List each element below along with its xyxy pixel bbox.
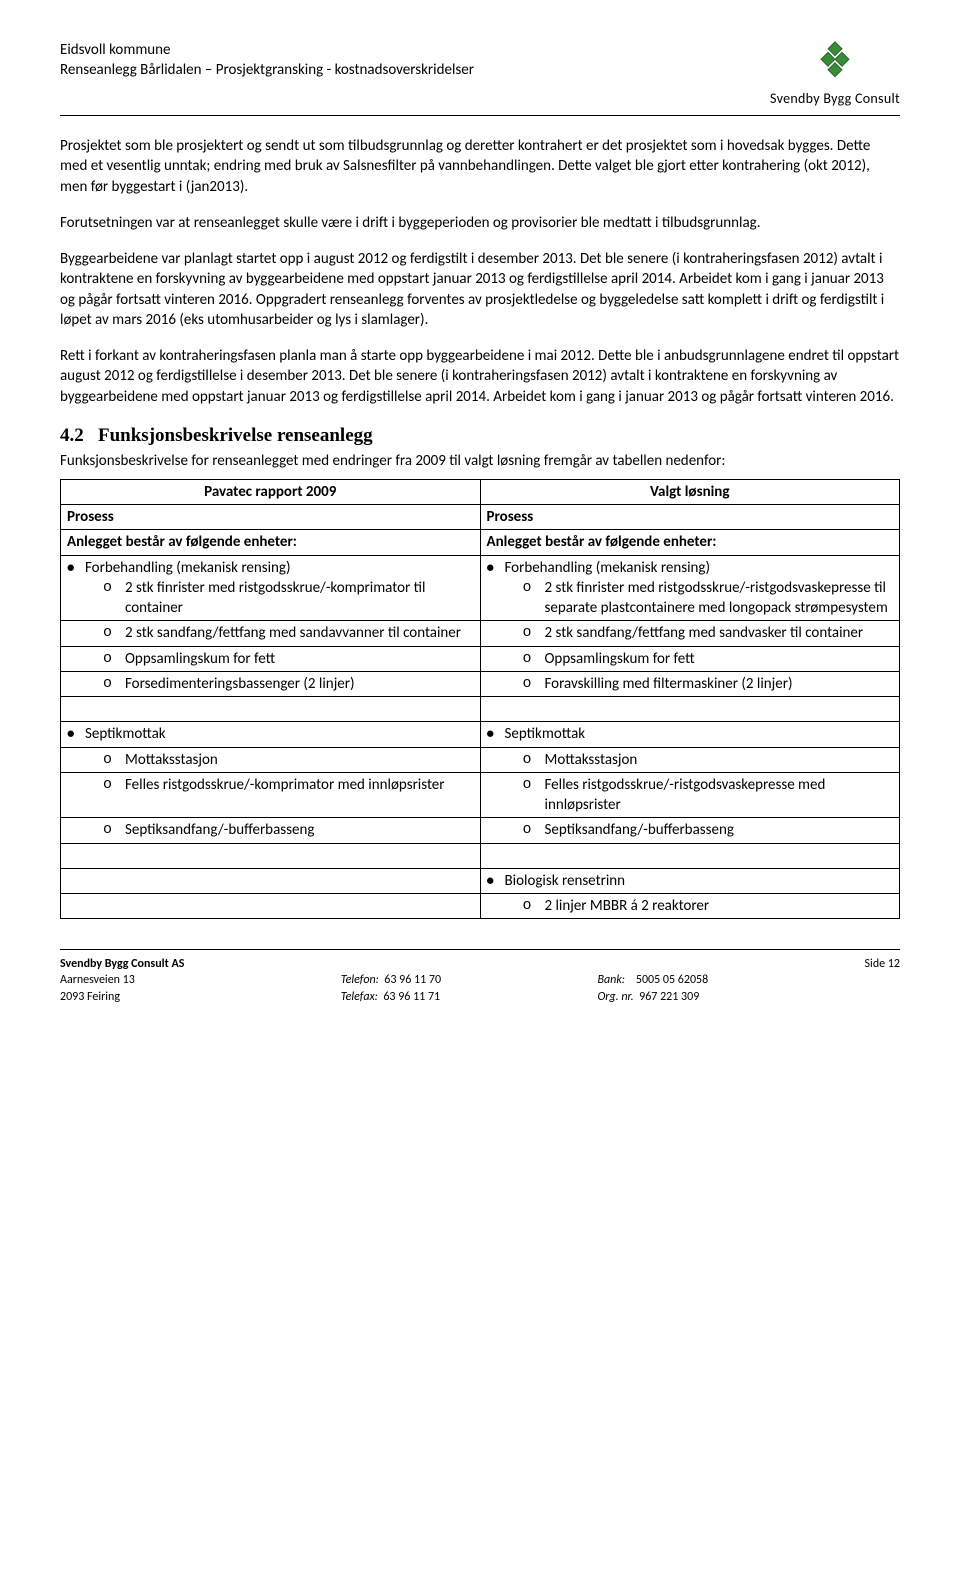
header-line1: Eidsvoll kommune xyxy=(60,40,770,60)
cell-r2: o2 stk sandfang/fettfang med sandvasker … xyxy=(480,621,900,646)
cell-s3-right: oSeptiksandfang/-bufferbasseng xyxy=(480,818,900,843)
section-title: Funksjonsbeskrivelse renseanlegg xyxy=(98,425,373,446)
sub-l1: o2 stk finrister med ristgodsskrue/-komp… xyxy=(103,578,474,619)
page-header: Eidsvoll kommune Renseanlegg Bårlidalen … xyxy=(60,40,900,116)
cell-bio-left xyxy=(61,868,481,893)
header-line2: Renseanlegg Bårlidalen – Prosjektgranski… xyxy=(60,60,770,80)
cell-s1-right: oMottaksstasjon xyxy=(480,747,900,772)
cell-s3-left: oSeptiksandfang/-bufferbasseng xyxy=(61,818,481,843)
cell-empty2-right xyxy=(480,843,900,868)
brand-name: Svendby Bygg Consult xyxy=(770,90,900,109)
table-header-left: Pavatec rapport 2009 xyxy=(61,479,481,504)
cell-s1-left: oMottaksstasjon xyxy=(61,747,481,772)
comparison-table: Pavatec rapport 2009 Valgt løsning Prose… xyxy=(60,479,900,920)
bullet-septik-right: Septikmottak xyxy=(505,724,894,744)
footer-company: Svendby Bygg Consult AS xyxy=(60,956,184,972)
section-number: 4.2 xyxy=(60,425,84,446)
bullet-septik-left: Septikmottak xyxy=(85,724,474,744)
cell-forbeh-right: Forbehandling (mekanisk rensing) o2 stk … xyxy=(480,555,900,621)
footer-bank: Bank: 5005 05 62058 xyxy=(597,972,708,988)
cell-b1-left xyxy=(61,894,481,919)
cell-prosess-left: Prosess xyxy=(61,505,481,530)
cell-forbeh-left: Forbehandling (mekanisk rensing) o2 stk … xyxy=(61,555,481,621)
sub-r1: o2 stk finrister med ristgodsskrue/-rist… xyxy=(523,578,894,619)
cell-septik-right: Septikmottak xyxy=(480,722,900,747)
paragraph-4: Rett i forkant av kontraheringsfasen pla… xyxy=(60,346,900,407)
paragraph-1: Prosjektet som ble prosjektert og sendt … xyxy=(60,136,900,197)
table-header-right: Valgt løsning xyxy=(480,479,900,504)
cell-l3: oOppsamlingskum for fett xyxy=(61,646,481,671)
section-intro: Funksjonsbeskrivelse for renseanlegget m… xyxy=(60,451,900,471)
paragraph-3: Byggearbeidene var planlagt startet opp … xyxy=(60,249,900,330)
cell-enheter-left: Anlegget består av følgende enheter: xyxy=(61,530,481,555)
footer-col-page: Side 12 xyxy=(865,956,900,1005)
footer-fax: Telefax: 63 96 11 71 xyxy=(341,989,441,1005)
paragraph-2: Forutsetningen var at renseanlegget skul… xyxy=(60,213,900,233)
brand-logo-icon xyxy=(814,40,856,88)
header-text: Eidsvoll kommune Renseanlegg Bårlidalen … xyxy=(60,40,770,81)
footer-page: Side 12 xyxy=(865,956,900,972)
bullet-forbeh-left: Forbehandling (mekanisk rensing) xyxy=(85,558,474,578)
footer-org: Org. nr. 967 221 309 xyxy=(597,989,708,1005)
footer-col-bank: Bank: 5005 05 62058 Org. nr. 967 221 309 xyxy=(597,956,708,1005)
footer-tel: Telefon: 63 96 11 70 xyxy=(341,972,441,988)
cell-empty-left xyxy=(61,697,481,722)
section-heading: 4.2 Funksjonsbeskrivelse renseanlegg xyxy=(60,423,900,449)
cell-l4: oForsedimenteringsbassenger (2 linjer) xyxy=(61,671,481,696)
cell-septik-left: Septikmottak xyxy=(61,722,481,747)
cell-l2: o2 stk sandfang/fettfang med sandavvanne… xyxy=(61,621,481,646)
cell-empty-right xyxy=(480,697,900,722)
bullet-bio: Biologisk rensetrinn xyxy=(505,871,894,891)
cell-b1-right: o2 linjer MBBR á 2 reaktorer xyxy=(480,894,900,919)
cell-bio-right: Biologisk rensetrinn xyxy=(480,868,900,893)
footer-addr2: 2093 Feiring xyxy=(60,989,184,1005)
footer-col-phone: Telefon: 63 96 11 70 Telefax: 63 96 11 7… xyxy=(341,956,441,1005)
cell-prosess-right: Prosess xyxy=(480,505,900,530)
page-footer: Svendby Bygg Consult AS Aarnesveien 13 2… xyxy=(60,949,900,1005)
cell-enheter-right: Anlegget består av følgende enheter: xyxy=(480,530,900,555)
cell-empty2-left xyxy=(61,843,481,868)
cell-s2-right: oFelles ristgodsskrue/-ristgodsvaskepres… xyxy=(480,772,900,818)
cell-r4: oForavskilling med filtermaskiner (2 lin… xyxy=(480,671,900,696)
cell-s2-left: oFelles ristgodsskrue/-komprimator med i… xyxy=(61,772,481,818)
bullet-forbeh-right: Forbehandling (mekanisk rensing) xyxy=(505,558,894,578)
brand-block: Svendby Bygg Consult xyxy=(770,40,900,109)
cell-r3: oOppsamlingskum for fett xyxy=(480,646,900,671)
footer-addr1: Aarnesveien 13 xyxy=(60,972,184,988)
footer-col-address: Svendby Bygg Consult AS Aarnesveien 13 2… xyxy=(60,956,184,1005)
